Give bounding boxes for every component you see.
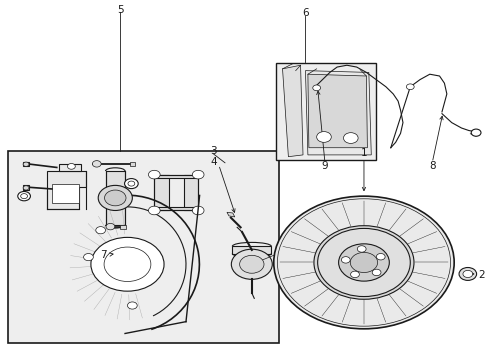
Circle shape xyxy=(106,224,115,230)
Circle shape xyxy=(458,267,476,280)
Polygon shape xyxy=(59,164,81,171)
Circle shape xyxy=(91,237,163,291)
Circle shape xyxy=(192,170,203,179)
Polygon shape xyxy=(105,171,125,225)
Text: 8: 8 xyxy=(428,161,435,171)
Circle shape xyxy=(20,194,27,199)
Circle shape xyxy=(23,162,29,166)
Circle shape xyxy=(273,196,453,329)
Polygon shape xyxy=(183,175,198,211)
Circle shape xyxy=(376,253,385,260)
Circle shape xyxy=(231,249,272,279)
Polygon shape xyxy=(232,246,271,253)
Circle shape xyxy=(104,247,151,282)
Polygon shape xyxy=(47,171,86,209)
Polygon shape xyxy=(307,74,366,148)
Polygon shape xyxy=(22,162,29,166)
Circle shape xyxy=(18,192,30,201)
Circle shape xyxy=(67,163,75,169)
Text: 7: 7 xyxy=(100,250,106,260)
Polygon shape xyxy=(154,175,168,211)
Text: 2: 2 xyxy=(478,270,484,280)
Circle shape xyxy=(192,206,203,215)
Circle shape xyxy=(98,185,132,211)
Circle shape xyxy=(341,257,349,263)
Circle shape xyxy=(406,84,413,90)
Bar xyxy=(8,151,278,343)
Circle shape xyxy=(83,253,93,261)
Text: 3: 3 xyxy=(210,146,217,156)
Polygon shape xyxy=(154,207,198,211)
Polygon shape xyxy=(130,162,135,166)
Polygon shape xyxy=(226,212,234,217)
Text: 9: 9 xyxy=(321,161,327,171)
Circle shape xyxy=(371,269,380,276)
Circle shape xyxy=(104,190,126,206)
Text: 5: 5 xyxy=(117,5,123,15)
Circle shape xyxy=(239,255,264,273)
Circle shape xyxy=(338,244,388,281)
Polygon shape xyxy=(22,185,29,190)
Circle shape xyxy=(462,270,472,278)
Circle shape xyxy=(124,179,138,189)
Circle shape xyxy=(92,161,101,167)
Text: 6: 6 xyxy=(302,8,308,18)
Circle shape xyxy=(343,133,357,143)
Circle shape xyxy=(96,226,105,234)
Polygon shape xyxy=(305,71,370,155)
Circle shape xyxy=(312,85,320,91)
Polygon shape xyxy=(120,225,126,229)
Circle shape xyxy=(148,206,160,215)
Circle shape xyxy=(127,302,137,309)
Circle shape xyxy=(350,271,359,278)
Circle shape xyxy=(23,186,29,190)
Bar xyxy=(276,63,375,160)
Text: 4: 4 xyxy=(210,157,217,167)
Circle shape xyxy=(317,228,409,297)
Circle shape xyxy=(357,246,366,252)
Circle shape xyxy=(313,226,413,299)
Circle shape xyxy=(316,132,330,142)
Polygon shape xyxy=(154,175,198,178)
Circle shape xyxy=(470,129,480,136)
Text: 1: 1 xyxy=(360,148,366,158)
Bar xyxy=(52,184,79,203)
Circle shape xyxy=(148,170,160,179)
Circle shape xyxy=(349,252,377,273)
Polygon shape xyxy=(282,65,303,157)
Circle shape xyxy=(128,181,135,186)
